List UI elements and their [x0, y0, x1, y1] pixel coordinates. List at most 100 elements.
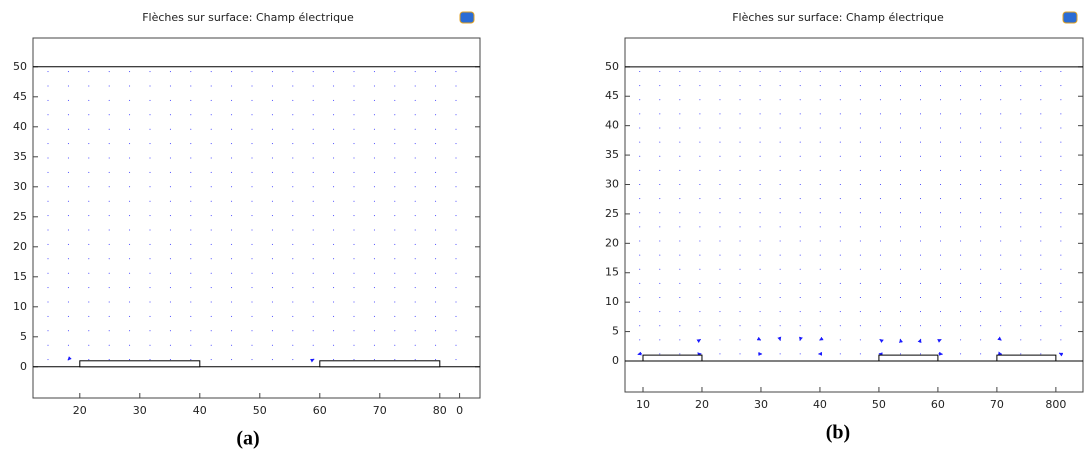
field-dot: [414, 272, 416, 274]
field-dot: [980, 325, 982, 327]
field-dot: [920, 198, 922, 200]
field-dot: [108, 186, 110, 188]
x-tick-label: 20: [73, 404, 87, 417]
field-dot: [1060, 282, 1062, 284]
field-dot: [719, 296, 721, 298]
field-dot: [169, 315, 171, 317]
field-dot: [819, 99, 821, 101]
field-dot: [435, 301, 437, 303]
field-dot: [251, 200, 253, 202]
field-dot: [394, 229, 396, 231]
field-dot: [169, 143, 171, 145]
field-dot: [47, 128, 49, 130]
field-dot: [67, 330, 69, 332]
field-dot: [839, 268, 841, 270]
field-dot: [759, 212, 761, 214]
electrode: [996, 354, 1057, 362]
field-dot: [271, 114, 273, 116]
field-dot: [169, 85, 171, 87]
field-dot: [435, 71, 437, 73]
field-dot: [88, 200, 90, 202]
field-dot: [292, 315, 294, 317]
x-tick-label: 60: [313, 404, 327, 417]
field-dot: [859, 113, 861, 115]
field-dot: [859, 226, 861, 228]
plot-frame: [32, 37, 481, 399]
field-dot: [899, 226, 901, 228]
field-dot: [169, 99, 171, 101]
field-dot: [940, 113, 942, 115]
field-dot: [251, 359, 253, 361]
field-dot: [67, 171, 69, 173]
field-dot: [149, 85, 151, 87]
field-dot: [779, 296, 781, 298]
field-dot: [251, 287, 253, 289]
field-dot: [739, 127, 741, 129]
field-dot: [455, 128, 457, 130]
field-dot: [271, 344, 273, 346]
field-dot: [679, 268, 681, 270]
field-dot: [373, 229, 375, 231]
field-dot: [435, 330, 437, 332]
field-dot: [271, 301, 273, 303]
field-dot: [108, 301, 110, 303]
field-dot: [88, 171, 90, 173]
field-dot: [980, 296, 982, 298]
field-dot: [435, 200, 437, 202]
field-dot: [149, 272, 151, 274]
field-dot: [799, 240, 801, 242]
field-dot: [435, 157, 437, 159]
field-dot: [859, 169, 861, 171]
field-dot: [190, 85, 192, 87]
field-dot: [920, 212, 922, 214]
y-tick-label: 10: [13, 300, 27, 313]
field-dot: [373, 114, 375, 116]
field-dot: [879, 127, 881, 129]
field-dot: [169, 71, 171, 73]
field-dot: [1040, 85, 1042, 87]
field-dot: [859, 71, 861, 73]
field-dot: [149, 200, 151, 202]
field-dot: [251, 344, 253, 346]
field-dot: [699, 268, 701, 270]
field-dot: [1040, 155, 1042, 157]
field-dot: [819, 198, 821, 200]
field-dot: [699, 240, 701, 242]
field-dot: [659, 268, 661, 270]
field-dot: [435, 229, 437, 231]
field-dot: [108, 114, 110, 116]
field-dot: [353, 359, 355, 361]
field-dot: [210, 344, 212, 346]
field-dot: [169, 359, 171, 361]
field-dot: [799, 282, 801, 284]
x-tick-label: 50: [872, 398, 886, 411]
field-dot: [920, 155, 922, 157]
field-dot: [190, 330, 192, 332]
field-dot: [414, 157, 416, 159]
field-dot: [67, 344, 69, 346]
field-dot: [190, 301, 192, 303]
field-dot: [353, 171, 355, 173]
field-dot: [739, 268, 741, 270]
field-dot: [859, 212, 861, 214]
field-dot: [210, 243, 212, 245]
field-dot: [414, 99, 416, 101]
field-dot: [190, 315, 192, 317]
field-dot: [312, 71, 314, 73]
field-dot: [67, 301, 69, 303]
y-tick-label: 0: [612, 354, 619, 367]
field-dot: [149, 315, 151, 317]
field-dot: [779, 113, 781, 115]
field-dot: [47, 287, 49, 289]
field-dot: [739, 198, 741, 200]
field-dot: [739, 254, 741, 256]
panel-caption: (a): [236, 428, 259, 450]
field-dot: [679, 71, 681, 73]
field-dot: [67, 157, 69, 159]
field-arrow: [937, 339, 942, 343]
field-dot: [1060, 183, 1062, 185]
field-dot: [67, 229, 69, 231]
field-dot: [1020, 212, 1022, 214]
field-dot: [373, 301, 375, 303]
electrode: [878, 354, 939, 362]
